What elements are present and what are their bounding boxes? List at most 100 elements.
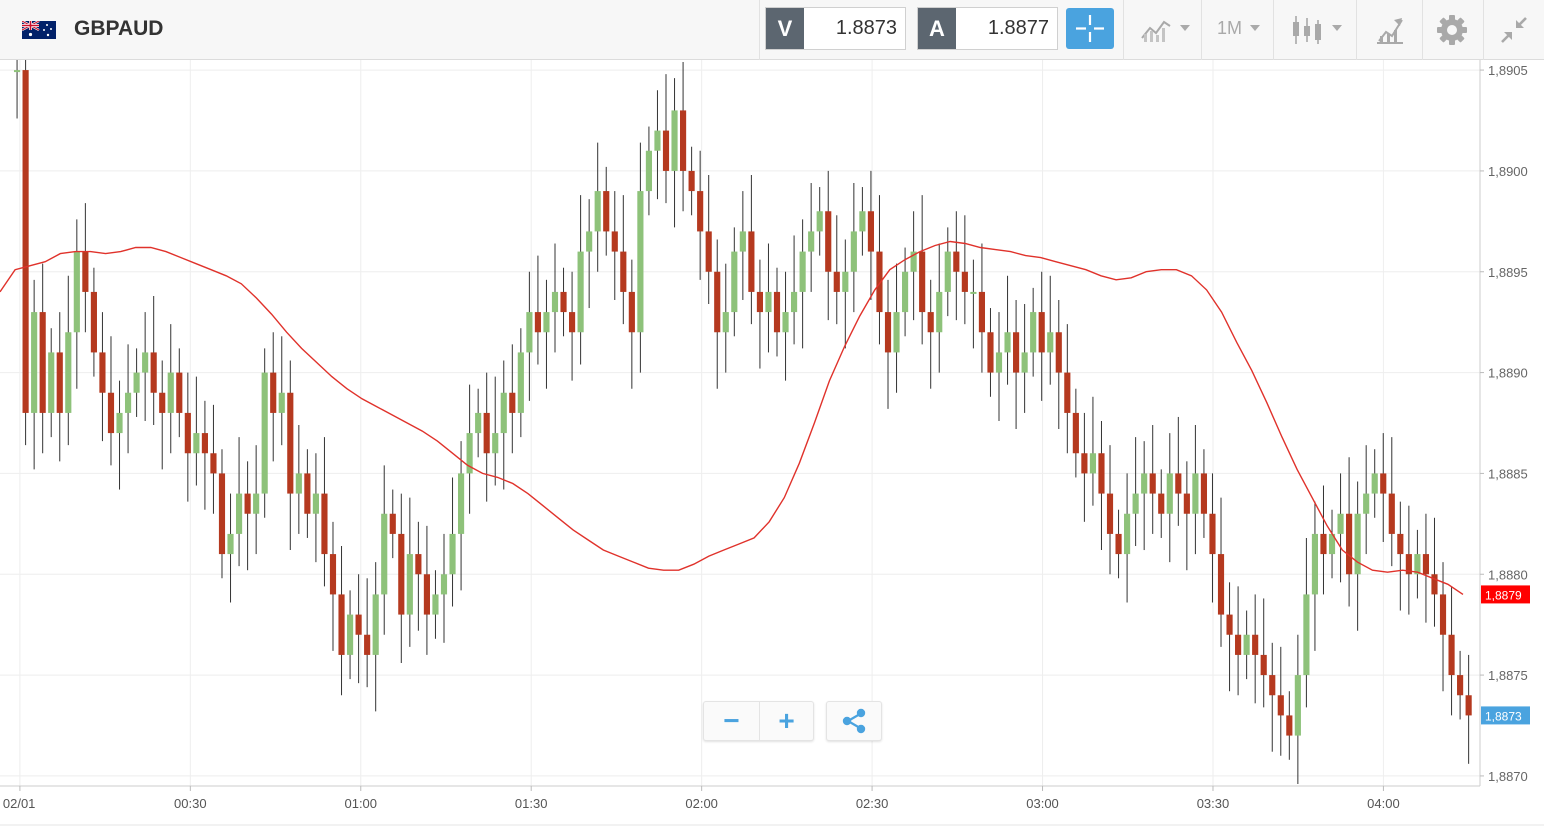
sell-quote-button[interactable]: V 1.8873 (765, 7, 906, 50)
candle-body-down (1226, 614, 1233, 635)
sell-label: V (766, 8, 804, 49)
candle (338, 546, 345, 696)
candle-body-down (688, 170, 695, 192)
candle-body-up (671, 110, 678, 171)
candle-body-up (1004, 332, 1011, 353)
candle (1209, 473, 1216, 603)
candle-body-down (620, 251, 627, 292)
chevron-down-icon (1332, 25, 1342, 31)
candle-body-up (142, 352, 149, 373)
candle-body-down (773, 291, 781, 333)
y-tick-label: 1,8880 (1488, 567, 1528, 582)
candle (1217, 497, 1225, 647)
candle-body-up (1166, 473, 1173, 514)
candle-body-up (791, 291, 798, 313)
settings-button[interactable] (1428, 0, 1478, 60)
ma-price-tag-label: 1,8879 (1485, 588, 1522, 602)
drawing-tools-button[interactable] (1362, 0, 1420, 60)
candle (82, 203, 89, 333)
y-tick-label: 1,8870 (1488, 769, 1528, 784)
candle (560, 267, 567, 337)
candle (1397, 501, 1404, 611)
candle-body-up (654, 130, 661, 151)
candle (773, 267, 781, 357)
candle-body-up (739, 231, 746, 252)
candle (321, 437, 328, 587)
candle (791, 235, 798, 345)
zoom-out-button[interactable]: − (704, 702, 760, 740)
current-price-tag-label: 1,8873 (1485, 709, 1522, 723)
candle (714, 239, 721, 389)
candle (176, 348, 183, 438)
zoom-in-button[interactable]: + (778, 705, 795, 736)
collapse-button[interactable] (1490, 0, 1540, 60)
candle (944, 227, 951, 317)
candle (1081, 412, 1088, 522)
candle (235, 437, 243, 567)
x-tick-label: 03:00 (1026, 796, 1059, 811)
candle-body-down (1098, 453, 1105, 494)
gear-icon (1437, 15, 1467, 45)
price-chart[interactable]: 1,8870 1,8875 1,8880 1,8885 1,8890 1,8895 1,89… (0, 60, 1544, 826)
toolbar-divider (1356, 0, 1357, 60)
candle-body-down (1106, 493, 1114, 534)
candle-body-down (1346, 513, 1353, 575)
x-tick-label: 04:00 (1367, 796, 1400, 811)
candle-body-down (1439, 594, 1447, 635)
candle (995, 312, 1003, 421)
timeframe-selector[interactable]: 1M (1208, 0, 1270, 60)
candle (1286, 691, 1293, 760)
candle-body-up (1363, 493, 1370, 514)
candle-body-up (902, 271, 909, 313)
candle (722, 263, 729, 373)
candle-body-up (372, 594, 379, 655)
candle-body-down (1277, 695, 1284, 716)
candle-body-down (662, 130, 670, 171)
candle-body-down (961, 271, 968, 292)
candle-body-down (355, 614, 362, 635)
candle (1465, 654, 1472, 764)
share-button[interactable] (826, 701, 882, 741)
candle (99, 312, 106, 442)
candle-body-down (560, 291, 567, 313)
candle-body-down (321, 493, 328, 555)
current-price-tag: 1,8873 (1481, 706, 1530, 725)
candle-body-up (253, 493, 260, 514)
y-tick-label: 1,8875 (1488, 668, 1528, 683)
candle (961, 215, 968, 325)
y-tick-label: 1,8885 (1488, 466, 1528, 481)
candle-body-up (782, 312, 789, 333)
candle-body-up (133, 372, 140, 393)
candle-body-up (116, 412, 123, 434)
candle (927, 279, 934, 389)
candle (517, 328, 524, 438)
candle (936, 243, 943, 373)
candle (1405, 505, 1412, 615)
candle-body-down (1175, 473, 1182, 494)
candle-body-up (995, 352, 1003, 373)
candle (731, 227, 738, 337)
candle-body-down (680, 110, 687, 171)
candle (1115, 509, 1122, 579)
candle-body-up (406, 554, 413, 615)
candle-body-up (440, 574, 448, 595)
candle (65, 275, 72, 446)
candle-body-up (449, 533, 456, 575)
chart-type-button[interactable] (1132, 0, 1194, 60)
candle (1363, 445, 1370, 555)
crosshair-button[interactable] (1066, 8, 1114, 49)
candle (902, 247, 909, 337)
candle (1448, 586, 1455, 716)
buy-quote-button[interactable]: A 1.8877 (917, 7, 1058, 50)
candle-style-button[interactable] (1282, 0, 1350, 60)
candle-body-down (756, 291, 764, 313)
candle-body-up (346, 614, 354, 655)
candle (167, 324, 174, 454)
candle (1294, 634, 1301, 784)
candle-body-down (705, 231, 712, 272)
zoom-controls: − + (703, 701, 814, 741)
candle-body-up (1354, 513, 1361, 575)
candle-body-down (748, 231, 755, 292)
candle-body-down (534, 312, 541, 333)
candle (355, 574, 362, 684)
